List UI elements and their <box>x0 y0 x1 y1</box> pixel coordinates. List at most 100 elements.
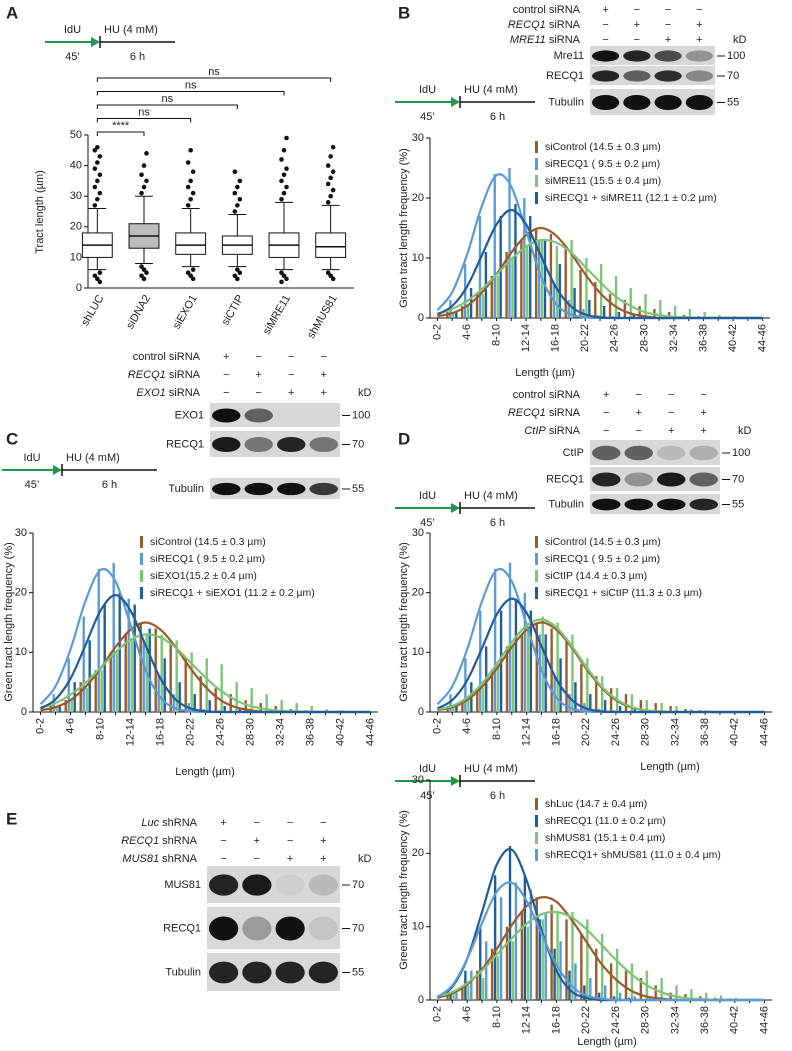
x-tick-label: 12-14 <box>521 1006 533 1034</box>
bar <box>455 706 458 712</box>
label: HU (4 mM) <box>464 84 518 96</box>
x-tick-label: 8-10 <box>94 718 106 740</box>
bar <box>64 700 67 712</box>
bar <box>208 700 211 712</box>
band-label: EXO1 <box>175 409 204 421</box>
bar <box>97 568 100 712</box>
bar <box>630 694 634 712</box>
bar <box>172 694 175 712</box>
bar <box>571 634 574 712</box>
y-tick-label: 50 <box>70 129 82 141</box>
legend-label: siEXO1(15.2 ± 0.4 µm) <box>150 570 257 582</box>
outlier <box>92 184 98 190</box>
y-axis-label: Green tract length frequency (%) <box>3 542 15 702</box>
panel-letter: C <box>6 429 18 448</box>
label: IdU <box>419 84 436 96</box>
bar <box>103 604 106 712</box>
bar <box>490 670 494 712</box>
sign: + <box>696 34 702 46</box>
sign: − <box>636 425 642 437</box>
bar <box>583 985 586 1000</box>
label: IdU <box>419 490 436 502</box>
unit: kD <box>358 387 372 399</box>
y-tick-label: 10 <box>15 646 27 658</box>
unit: kD <box>733 34 747 46</box>
bar <box>452 992 455 1000</box>
treatment-label: RECQ1 shRNA <box>121 835 197 847</box>
band <box>212 482 241 496</box>
y-tick-label: 30 <box>15 527 27 539</box>
marker-label: 55 <box>732 498 744 510</box>
bar <box>550 904 553 1000</box>
x-tick-label: 28-30 <box>244 718 256 746</box>
marker-label: 100 <box>727 50 745 62</box>
y-tick-label: 20 <box>412 192 424 204</box>
outlier <box>235 267 240 272</box>
band <box>623 94 651 111</box>
bracket <box>96 131 145 136</box>
bar <box>529 610 533 712</box>
legend-label: siControl (14.5 ± 0.3 µm) <box>545 141 661 153</box>
x-tick-label: 24-26 <box>610 718 622 746</box>
bar <box>482 978 485 1000</box>
bar <box>574 963 577 1000</box>
bar <box>178 682 181 712</box>
sign: + <box>668 425 674 437</box>
x-tick-label: 0-2 <box>431 1006 443 1022</box>
legend-swatch <box>535 192 538 204</box>
bar <box>632 315 635 318</box>
outlier <box>144 270 149 276</box>
outlier <box>325 270 331 276</box>
bar <box>659 300 662 318</box>
bar <box>565 919 568 1000</box>
treatment: shRNA <box>162 835 198 847</box>
bar <box>455 312 458 318</box>
x-tick-label: 40-42 <box>729 1006 741 1034</box>
bar <box>70 700 73 712</box>
sign: − <box>254 853 260 865</box>
sign: + <box>634 19 640 31</box>
x-tick-label: 16-18 <box>550 1006 562 1034</box>
band <box>592 94 620 111</box>
x-tick-label: 36-38 <box>697 324 709 352</box>
legend-swatch <box>535 141 538 153</box>
y-tick-label: 20 <box>15 587 27 599</box>
y-axis-label: Green tract length frequency (%) <box>398 810 410 970</box>
fit-curve <box>436 208 763 320</box>
band <box>592 472 621 487</box>
fit-curve <box>436 881 765 1002</box>
outlier <box>237 178 243 184</box>
legend-swatch <box>140 587 143 599</box>
bar <box>523 875 527 1000</box>
legend-swatch <box>535 849 538 861</box>
fit-curve <box>436 597 765 714</box>
outlier <box>190 169 196 175</box>
legend-swatch <box>535 587 538 599</box>
treatment-label: RECQ1 siRNA <box>508 19 581 31</box>
treatment-label: EXO1 siRNA <box>136 387 200 399</box>
sign: − <box>603 407 609 419</box>
band <box>212 408 241 423</box>
x-tick-label: 24-26 <box>609 324 621 352</box>
outlier <box>95 178 100 184</box>
legend-label: shRECQ1 (11.0 ± 0.2 µm) <box>545 815 666 827</box>
marker-label: 55 <box>352 483 364 495</box>
bar <box>638 306 641 318</box>
bar <box>526 628 530 712</box>
arrow-head <box>91 37 100 47</box>
sign: + <box>701 407 707 419</box>
outlier <box>141 163 147 168</box>
x-tick-label: 4-6 <box>461 324 473 340</box>
blot-strip <box>210 478 340 499</box>
band <box>592 70 620 82</box>
sign: − <box>665 19 671 31</box>
outlier <box>237 270 243 276</box>
x-tick-label: 4-6 <box>461 718 473 734</box>
band <box>212 436 241 453</box>
legend-label: siControl (14.5 ± 0.3 µm) <box>150 536 266 548</box>
bar <box>82 616 85 712</box>
band <box>689 445 718 461</box>
bar <box>514 204 517 318</box>
bar <box>274 706 277 712</box>
bar <box>558 264 561 318</box>
